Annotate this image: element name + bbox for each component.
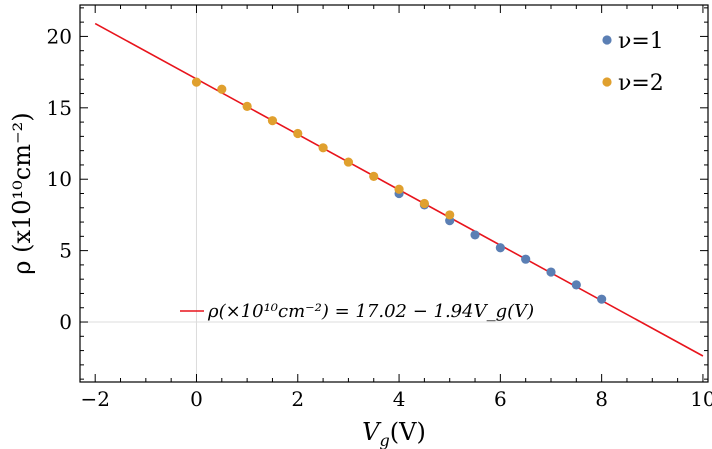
series-2-point bbox=[419, 198, 429, 209]
legend-label-series-2: ν=2 bbox=[618, 71, 664, 96]
zero-gridlines bbox=[80, 5, 708, 382]
series-2-point bbox=[293, 128, 303, 139]
y-tick-label: 0 bbox=[59, 310, 72, 334]
x-tick-label: 0 bbox=[190, 387, 203, 411]
series-1-point bbox=[546, 267, 556, 277]
series-1-point bbox=[597, 294, 607, 304]
y-tick-label: 15 bbox=[47, 96, 72, 120]
series-2-point bbox=[191, 77, 202, 87]
series-2-point bbox=[369, 171, 379, 181]
series-2-point bbox=[217, 84, 227, 94]
y-tick-label: 20 bbox=[47, 24, 72, 48]
series-2-point bbox=[318, 143, 328, 153]
fit-legend-label: ρ(×10¹⁰cm⁻²) = 17.02 − 1.94V_g(V) bbox=[207, 301, 534, 322]
series-2-point bbox=[445, 210, 455, 220]
series-2-point bbox=[267, 116, 278, 126]
x-tick-label: 4 bbox=[393, 387, 406, 411]
series-1-point bbox=[571, 280, 581, 290]
axis-ticks bbox=[80, 5, 708, 382]
tick-labels: −2 0 2 4 6 8 10 0 5 10 15 20 bbox=[47, 24, 712, 411]
fit-legend: ρ(×10¹⁰cm⁻²) = 17.02 − 1.94V_g(V) bbox=[180, 301, 534, 322]
legend-marker-series-1 bbox=[602, 35, 612, 45]
x-tick-label: 8 bbox=[595, 387, 608, 411]
series-1-point bbox=[521, 254, 531, 264]
series-2-point bbox=[343, 157, 354, 167]
legend-label-series-1: ν=1 bbox=[618, 29, 664, 54]
series-2-point bbox=[394, 184, 404, 194]
x-tick-label: 10 bbox=[690, 387, 712, 411]
x-tick-label: 6 bbox=[494, 387, 507, 411]
series-2-point bbox=[242, 101, 252, 111]
y-tick-label: 10 bbox=[47, 167, 72, 191]
legend: ν=1 ν=2 bbox=[602, 29, 664, 96]
x-tick-label: 2 bbox=[291, 387, 304, 411]
y-axis-label: ρ (x10¹⁰cm⁻²) bbox=[8, 112, 36, 274]
y-tick-label: 5 bbox=[59, 239, 72, 263]
legend-marker-series-2 bbox=[602, 77, 612, 87]
series-1-point bbox=[495, 243, 505, 253]
x-axis-label: Vg(V) bbox=[362, 418, 426, 449]
series-1-point bbox=[470, 230, 480, 240]
x-tick-label: −2 bbox=[80, 387, 109, 411]
data-points bbox=[191, 77, 607, 304]
